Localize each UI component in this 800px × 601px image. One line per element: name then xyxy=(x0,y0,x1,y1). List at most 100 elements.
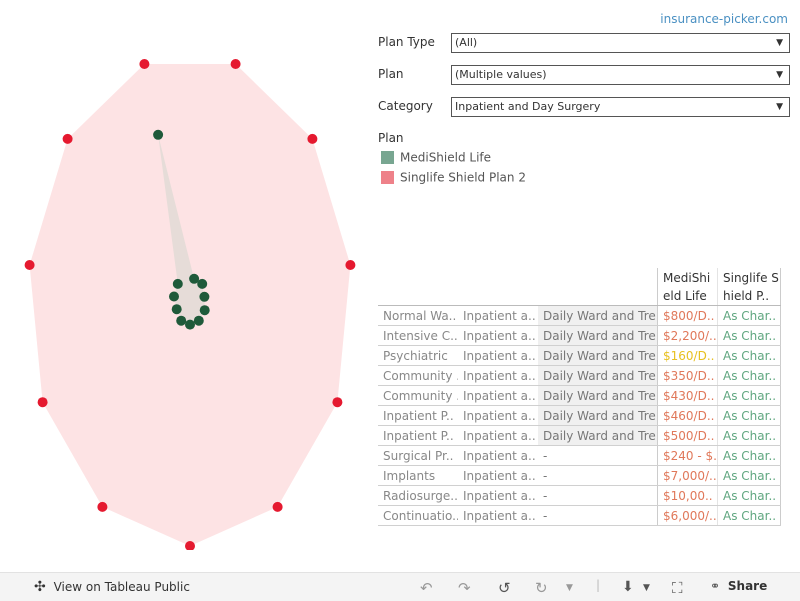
table-header xyxy=(458,268,538,306)
table-header-singlife: Singlife Shield P.. xyxy=(718,268,781,306)
site-link[interactable]: insurance-picker.com xyxy=(660,12,788,26)
download-dropdown-icon[interactable]: ▼ xyxy=(643,583,650,593)
data-point[interactable] xyxy=(25,260,35,270)
category-select[interactable]: Inpatient and Day Surgery ▼ xyxy=(451,97,790,117)
table-cell: Implants xyxy=(378,466,458,486)
table-cell: As Char.. xyxy=(718,506,781,526)
table-cell: - xyxy=(538,506,658,526)
data-point[interactable] xyxy=(199,292,209,302)
table-header-medishield: MediShield Life xyxy=(658,268,718,306)
table-cell: As Char.. xyxy=(718,306,781,326)
table-cell: Inpatient a.. xyxy=(458,326,538,346)
undo-icon[interactable]: ↶ xyxy=(420,579,433,597)
radar-chart xyxy=(0,40,360,550)
table-cell: Inpatient a.. xyxy=(458,506,538,526)
filter-label: Category xyxy=(378,99,433,113)
refresh-dropdown-icon[interactable]: ▼ xyxy=(566,583,573,593)
data-point[interactable] xyxy=(332,397,342,407)
table-cell: As Char.. xyxy=(718,326,781,346)
table-cell: Inpatient P.. xyxy=(378,406,458,426)
filter-label: Plan xyxy=(378,67,404,81)
chevron-down-icon: ▼ xyxy=(776,98,783,116)
view-on-tableau-label: View on Tableau Public xyxy=(54,580,190,594)
data-point[interactable] xyxy=(231,59,241,69)
table-cell: $800/D.. xyxy=(658,306,718,326)
data-point[interactable] xyxy=(194,316,204,326)
fullscreen-icon[interactable]: ⛶ xyxy=(672,579,683,597)
view-on-tableau-button[interactable]: ✣ View on Tableau Public xyxy=(34,579,190,595)
table-cell: Surgical Pr.. xyxy=(378,446,458,466)
table-cell: $7,000/.. xyxy=(658,466,718,486)
tableau-toolbar: ✣ View on Tableau Public ↶ ↷ ↺ ↻ ▼ | ⬇ ▼… xyxy=(0,572,800,601)
data-point[interactable] xyxy=(200,305,210,315)
legend-item-singlife[interactable]: Singlife Shield Plan 2 xyxy=(381,170,526,185)
table-cell: - xyxy=(538,446,658,466)
toolbar-divider: | xyxy=(596,578,600,592)
table-header xyxy=(538,268,658,306)
data-point[interactable] xyxy=(153,130,163,140)
legend-swatch xyxy=(381,151,394,164)
data-point[interactable] xyxy=(172,304,182,314)
download-icon[interactable]: ⬇ xyxy=(622,579,634,595)
table-cell: As Char.. xyxy=(718,406,781,426)
table-row: Continuatio..Inpatient a..-$6,000/..As C… xyxy=(378,506,781,526)
data-point[interactable] xyxy=(345,260,355,270)
table-cell: Daily Ward and Tre.. xyxy=(538,306,658,326)
table-cell: Continuatio.. xyxy=(378,506,458,526)
table-row: PsychiatricInpatient a..Daily Ward and T… xyxy=(378,346,781,366)
table-cell: $6,000/.. xyxy=(658,506,718,526)
filter-label: Plan Type xyxy=(378,35,435,49)
select-value: (All) xyxy=(455,36,477,49)
refresh-icon[interactable]: ↻ xyxy=(535,579,548,597)
table-cell: Inpatient a.. xyxy=(458,406,538,426)
table-cell: $350/D.. xyxy=(658,366,718,386)
table-cell: As Char.. xyxy=(718,446,781,466)
data-point[interactable] xyxy=(273,502,283,512)
data-point[interactable] xyxy=(307,134,317,144)
data-point[interactable] xyxy=(97,502,107,512)
table-cell: Daily Ward and Tre.. xyxy=(538,366,658,386)
data-point[interactable] xyxy=(176,316,186,326)
data-point[interactable] xyxy=(139,59,149,69)
table-cell: Daily Ward and Tre.. xyxy=(538,426,658,446)
legend-label: MediShield Life xyxy=(400,151,491,165)
table-cell: - xyxy=(538,466,658,486)
plan-type-select[interactable]: (All) ▼ xyxy=(451,33,790,53)
table-cell: Daily Ward and Tre.. xyxy=(538,406,658,426)
table-cell: Community .. xyxy=(378,366,458,386)
table-cell: - xyxy=(538,486,658,506)
table-cell: $430/D.. xyxy=(658,386,718,406)
data-point[interactable] xyxy=(173,279,183,289)
table-cell: Community .. xyxy=(378,386,458,406)
table-cell: Psychiatric xyxy=(378,346,458,366)
plan-select[interactable]: (Multiple values) ▼ xyxy=(451,65,790,85)
redo-icon[interactable]: ↷ xyxy=(458,579,471,597)
table-cell: Intensive C.. xyxy=(378,326,458,346)
table-cell: As Char.. xyxy=(718,366,781,386)
table-cell: $240 - $.. xyxy=(658,446,718,466)
table-cell: $500/D.. xyxy=(658,426,718,446)
table-cell: $10,00.. xyxy=(658,486,718,506)
table-cell: Inpatient a.. xyxy=(458,346,538,366)
select-value: Inpatient and Day Surgery xyxy=(455,100,600,113)
legend-item-medishield[interactable]: MediShield Life xyxy=(381,150,491,165)
table-cell: Normal Wa.. xyxy=(378,306,458,326)
data-point[interactable] xyxy=(185,320,195,330)
data-point[interactable] xyxy=(169,292,179,302)
table-cell: As Char.. xyxy=(718,466,781,486)
table-cell: Inpatient a.. xyxy=(458,386,538,406)
filter-category: Category Inpatient and Day Surgery ▼ xyxy=(378,97,788,117)
data-point[interactable] xyxy=(38,397,48,407)
tableau-logo-icon: ✣ xyxy=(34,579,46,595)
data-point[interactable] xyxy=(197,279,207,289)
table-row: Normal Wa..Inpatient a..Daily Ward and T… xyxy=(378,306,781,326)
revert-icon[interactable]: ↺ xyxy=(498,579,511,597)
table-cell: As Char.. xyxy=(718,386,781,406)
table-cell: As Char.. xyxy=(718,346,781,366)
data-point[interactable] xyxy=(63,134,73,144)
table-row: Surgical Pr..Inpatient a..-$240 - $..As … xyxy=(378,446,781,466)
table-row: ImplantsInpatient a..-$7,000/..As Char.. xyxy=(378,466,781,486)
chevron-down-icon: ▼ xyxy=(776,66,783,84)
share-button[interactable]: ⚭ Share xyxy=(710,579,767,593)
share-icon: ⚭ xyxy=(710,579,720,593)
